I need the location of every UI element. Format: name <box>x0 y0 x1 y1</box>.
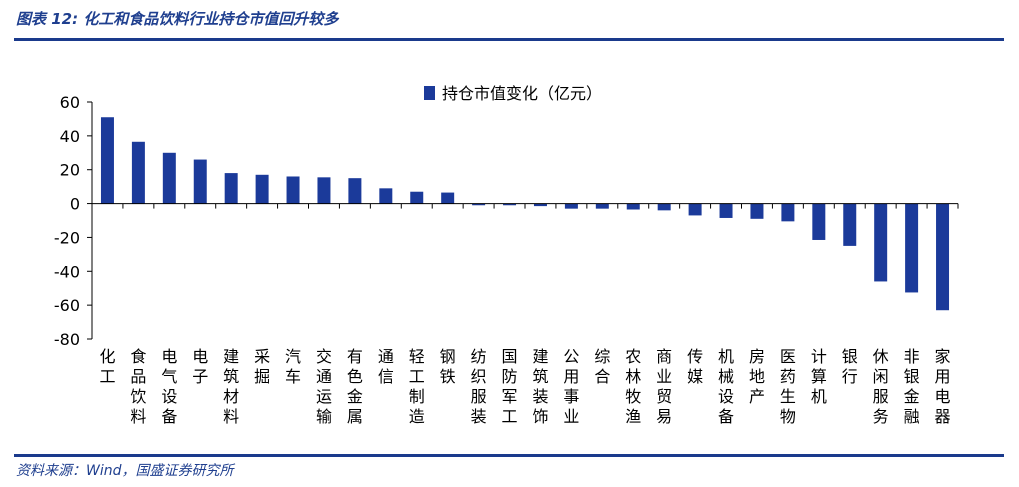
x-tick-label: 汽车 <box>285 347 301 386</box>
figure-title: 图表 12: 化工和食品饮料行业持仓市值回升较多 <box>16 10 339 28</box>
bar <box>441 192 455 204</box>
y-tick-label: 0 <box>70 195 80 214</box>
bar <box>472 203 486 206</box>
y-tick-label: -80 <box>54 330 80 349</box>
y-tick-label: 40 <box>60 127 80 146</box>
bottom-rule <box>14 454 1004 457</box>
bar <box>843 203 857 246</box>
legend-swatch <box>424 86 435 100</box>
bar <box>255 174 269 204</box>
bars <box>100 117 950 311</box>
x-tick-label: 休闲服务 <box>873 347 889 426</box>
bar <box>719 203 733 218</box>
bar <box>936 203 950 311</box>
bar <box>905 203 919 293</box>
legend: 持仓市值变化（亿元） <box>424 84 602 103</box>
x-tick-label: 电子 <box>192 347 208 386</box>
x-tick-label: 传媒 <box>687 347 703 386</box>
bar <box>410 191 424 204</box>
x-tick-label: 商业贸易 <box>656 347 672 426</box>
bar <box>781 203 795 222</box>
y-tick-label: 20 <box>60 161 80 180</box>
x-tick-label: 通信 <box>378 347 394 386</box>
bar <box>317 177 331 204</box>
x-tick-label: 食品饮料 <box>130 347 146 426</box>
bar <box>131 141 145 204</box>
x-tick-label: 交通运输 <box>316 347 332 426</box>
top-rule <box>14 38 1004 41</box>
x-tick-label: 农林牧渔 <box>625 347 641 426</box>
legend-label: 持仓市值变化（亿元） <box>442 84 602 103</box>
x-tick-label: 机械设备 <box>718 347 734 426</box>
bar <box>626 203 640 210</box>
bar <box>162 152 176 204</box>
x-tick-label: 建筑装饰 <box>532 347 548 426</box>
bar <box>224 173 238 204</box>
y-tick-label: 60 <box>60 93 80 112</box>
x-tick-label: 有色金属 <box>347 347 363 426</box>
x-tick-label: 家用电器 <box>935 347 951 426</box>
bar <box>750 203 764 219</box>
bar <box>564 203 578 209</box>
x-tick-label: 综合 <box>594 347 610 386</box>
x-tick-label: 轻工制造 <box>409 347 425 426</box>
x-axis-labels: 化工食品饮料电气设备电子建筑材料采掘汽车交通运输有色金属通信轻工制造钢铁纺织服装… <box>99 347 950 426</box>
bar <box>688 203 702 216</box>
y-tick-label: -20 <box>54 228 80 247</box>
x-tick-label: 银行 <box>842 347 858 386</box>
bar <box>657 203 671 211</box>
source-note: 资料来源：Wind，国盛证券研究所 <box>16 463 234 479</box>
bar <box>812 203 826 240</box>
bar <box>379 188 393 204</box>
bar <box>533 203 547 207</box>
x-tick-label: 房地产 <box>749 347 765 406</box>
x-tick-label: 钢铁 <box>440 347 456 386</box>
x-tick-label: 公用事业 <box>563 347 579 426</box>
bar <box>503 203 517 206</box>
x-tick-label: 采掘 <box>254 347 270 386</box>
bar <box>348 178 362 204</box>
x-tick-label: 非银金融 <box>904 347 920 426</box>
x-tick-label: 纺织服装 <box>471 347 487 426</box>
x-tick-label: 计算机 <box>811 347 827 406</box>
bar <box>286 176 300 204</box>
y-tick-label: -40 <box>54 262 80 281</box>
y-axis-ticks: 60 40 20 0 -20 -40 -60 -80 <box>54 93 92 349</box>
x-tick-label: 电气设备 <box>161 347 177 426</box>
bar <box>193 159 207 204</box>
x-tick-label: 化工 <box>99 347 115 386</box>
x-tick-label: 建筑材料 <box>223 347 239 426</box>
bar <box>595 203 609 209</box>
bar <box>874 203 888 282</box>
axes <box>91 102 959 339</box>
bar <box>100 117 114 204</box>
x-tick-label: 医药生物 <box>780 347 796 426</box>
y-tick-label: -60 <box>54 296 80 315</box>
x-tick-label: 国防军工 <box>502 347 518 426</box>
